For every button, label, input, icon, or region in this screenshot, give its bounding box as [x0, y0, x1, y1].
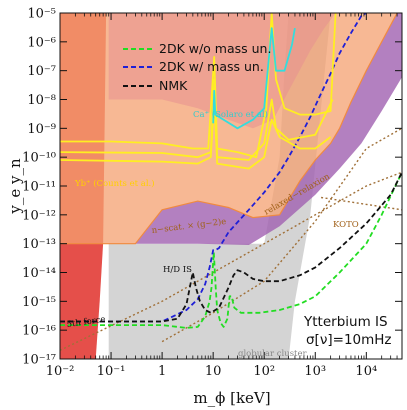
y-tick-label-11: 10⁻⁶: [27, 35, 56, 50]
region-4: [108, 13, 336, 129]
y-tick-label-12: 10⁻⁵: [27, 7, 56, 22]
region-2: [135, 13, 402, 245]
curves: [60, 13, 402, 329]
series-line-0: [60, 171, 402, 329]
axis-ticks: 10⁻² 10⁻¹ 1 10 10² 10³ 10⁴ 10⁻¹⁷ 10⁻¹⁶ 10⁻¹⁵ 10⁻¹⁴…: [22, 7, 402, 379]
series-line-5: [60, 98, 332, 170]
y-tick-label-7: 10⁻¹⁰: [22, 151, 56, 166]
dotted-reference-lines: [60, 127, 402, 351]
x-tick-label-1: 10⁻¹: [97, 364, 126, 379]
x-tick-label-4: 10²: [253, 364, 275, 379]
region-3: [108, 13, 331, 359]
x-tick-label-5: 10³: [304, 364, 326, 379]
dotted-line-2: [320, 196, 402, 211]
region-outline-nscat: [60, 13, 398, 245]
y-tick-label-2: 10⁻¹⁵: [22, 295, 56, 310]
y-tick-label-0: 10⁻¹⁷: [22, 353, 56, 368]
legend-label-green: 2DK w/o mass un.: [159, 41, 271, 56]
series-line-3: [60, 13, 337, 159]
y-tick-label-10: 10⁻⁷: [27, 64, 56, 79]
x-tick-label-0: 10⁻²: [46, 364, 75, 379]
x-tick-label-3: 10: [205, 364, 222, 379]
dotted-line-0: [60, 171, 402, 351]
legend-label-black: NMK: [159, 78, 188, 93]
ann-koto: KOTO: [333, 220, 359, 230]
x-tick-label-6: 10⁴: [355, 364, 377, 379]
legend: 2DK w/o mass un. 2DK w/ mass un. NMK: [123, 41, 271, 93]
y-tick-label-4: 10⁻¹³: [22, 237, 56, 252]
ann-globular-cluster: globular cluster: [238, 349, 308, 359]
dotted-line-1: [161, 127, 402, 343]
y-tick-label-1: 10⁻¹⁶: [22, 324, 56, 339]
series-line-1: [60, 13, 367, 323]
series-line-2: [60, 171, 402, 323]
y-tick-label-6: 10⁻¹¹: [22, 180, 56, 195]
y-tick-label-9: 10⁻⁸: [27, 93, 56, 108]
ann-hd-is: H/D IS: [163, 265, 192, 275]
series-line-6: [212, 27, 296, 130]
corner-sigma: σ[ν]=10mHz: [306, 332, 392, 348]
series-line-4: [60, 78, 334, 161]
y-tick-label-8: 10⁻⁹: [27, 122, 56, 137]
exclusion-regions: [60, 13, 402, 359]
corner-title: Ytterbium IS: [303, 314, 388, 330]
x-axis-label: m_ϕ [keV]: [193, 389, 270, 407]
y-tick-label-5: 10⁻¹²: [22, 208, 56, 223]
ann-yb-counts: Yb⁺ (Counts et al.): [74, 178, 155, 189]
y-tick-label-3: 10⁻¹⁴: [22, 266, 56, 281]
legend-label-blue: 2DK w/ mass un.: [159, 59, 264, 74]
ann-ca-solaro: Ca⁺ (Solaro et al): [193, 109, 268, 120]
y-axis-label: y_e y_n: [6, 158, 24, 215]
x-tick-label-2: 1: [158, 364, 166, 379]
